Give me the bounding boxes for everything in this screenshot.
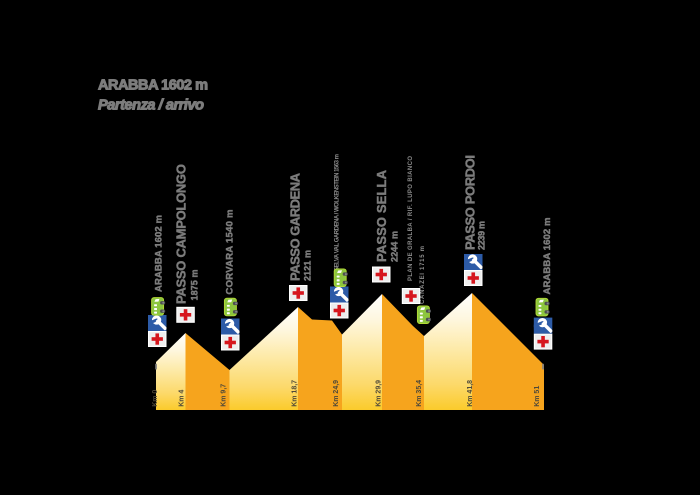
svg-text:Km 41,8: Km 41,8 (467, 380, 474, 407)
svg-text:Km 9,7: Km 9,7 (221, 384, 228, 407)
svg-text:PASSO GARDENA: PASSO GARDENA (287, 172, 302, 281)
svg-text:SELVA VAL GARDENA / WOLKENSTEI: SELVA VAL GARDENA / WOLKENSTEIN 1563 m (335, 154, 341, 271)
svg-text:ARABBA 1602 m: ARABBA 1602 m (154, 215, 165, 292)
svg-text:Km 4: Km 4 (179, 390, 186, 407)
svg-text:Km 35,4: Km 35,4 (416, 380, 423, 407)
svg-text:PASSO PORDOI: PASSO PORDOI (462, 155, 477, 250)
svg-text:PLAN DE GRALBA / RIF. LUPO BIA: PLAN DE GRALBA / RIF. LUPO BIANCO (408, 156, 414, 281)
svg-text:Km 29,9: Km 29,9 (376, 380, 383, 407)
svg-text:1875 m: 1875 m (190, 270, 200, 301)
svg-text:ARABBA 1602 m: ARABBA 1602 m (542, 218, 553, 295)
svg-text:PASSO SELLA: PASSO SELLA (374, 169, 389, 262)
svg-text:2239 m: 2239 m (477, 221, 487, 250)
svg-text:CANAZEI 1715 m: CANAZEI 1715 m (420, 246, 426, 304)
svg-text:CORVARA 1540 m: CORVARA 1540 m (225, 210, 236, 295)
svg-text:Km 0: Km 0 (152, 390, 159, 407)
svg-text:2121 m: 2121 m (303, 250, 313, 281)
svg-text:Km 18,7: Km 18,7 (292, 380, 299, 407)
svg-text:ARABBA 1602 m: ARABBA 1602 m (98, 78, 208, 94)
svg-text:2244 m: 2244 m (390, 231, 400, 262)
svg-text:Km 24,9: Km 24,9 (333, 380, 340, 407)
svg-text:Km 51: Km 51 (534, 386, 541, 407)
svg-text:PASSO CAMPOLONGO: PASSO CAMPOLONGO (173, 164, 188, 304)
svg-text:Partenza / arrivo: Partenza / arrivo (98, 98, 204, 114)
